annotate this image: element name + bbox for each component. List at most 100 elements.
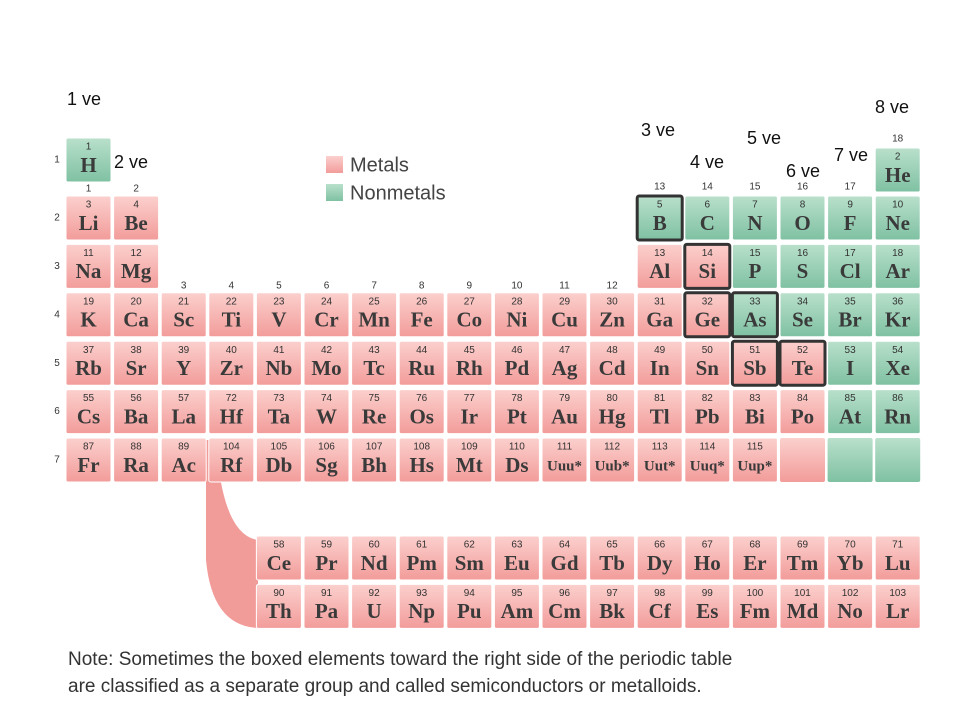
legend-label: Nonmetals [350,182,446,204]
element-cell [589,583,636,629]
atomic-number: 2 [895,152,901,163]
note-line: are classified as a separate group and c… [68,676,702,697]
element-cell [446,292,493,338]
atomic-number: 83 [749,393,761,404]
group-label: 15 [749,182,761,193]
element-cell [636,583,683,629]
element-cell [255,437,302,483]
element-cell [778,339,827,387]
element-symbol: Ta [268,404,291,428]
element-cell [827,292,874,338]
element-cell [255,535,302,581]
element-symbol: Sm [455,551,485,575]
element-symbol: Os [409,404,434,428]
element-cell [636,389,683,435]
element-cell [160,292,207,338]
atomic-number: 22 [226,296,238,307]
annotation: 1 ve [67,89,101,109]
element-cell [351,340,398,386]
atomic-number: 88 [131,442,143,453]
element-cell [636,340,683,386]
element-cell [541,389,588,435]
atomic-number: 23 [273,296,285,307]
element-symbol: He [885,163,911,187]
element-symbol: Br [838,308,861,332]
atomic-number: 46 [511,345,523,356]
atomic-number: 95 [511,588,523,599]
atomic-number: 113 [652,442,668,453]
element-symbol: Hs [409,453,434,477]
atomic-number: 4 [133,200,139,211]
element-symbol: Ca [123,308,149,332]
element-cell [208,340,255,386]
group-label: 3 [181,281,187,292]
element-cell [446,437,493,483]
atomic-number: 37 [83,345,95,356]
element-symbol: N [747,211,762,235]
atomic-number: 67 [702,540,714,551]
element-symbol: Bh [361,453,387,477]
atomic-number: 21 [178,296,190,307]
element-cell [731,437,778,483]
element-symbol: K [80,308,97,332]
element-cell [827,583,874,629]
element-symbol: Cl [840,259,861,283]
element-symbol: Eu [504,551,530,575]
atomic-number: 3 [86,200,92,211]
element-cell [351,437,398,483]
element-symbol: Uub* [595,458,630,474]
element-symbol: At [839,404,861,428]
atomic-number: 42 [321,345,333,356]
atomic-number: 76 [416,393,428,404]
element-symbol: V [271,308,286,332]
element-cell [303,437,350,483]
element-symbol: Hf [220,404,244,428]
element-cell [255,389,302,435]
atomic-number: 84 [797,393,809,404]
atomic-number: 108 [413,442,430,453]
atomic-number: 89 [178,442,190,453]
element-symbol: Ce [267,551,292,575]
element-cell [65,389,112,435]
atomic-number: 7 [752,200,758,211]
element-cell [730,339,779,387]
element-symbol: Rb [75,356,102,380]
period-label: 5 [54,358,60,369]
atomic-number: 14 [702,248,714,259]
element-cell [779,583,826,629]
atomic-number: 81 [654,393,666,404]
group-label: 18 [892,134,904,145]
element-symbol: Kr [885,308,911,332]
element-symbol: La [171,404,196,428]
element-cell [874,535,921,581]
element-symbol: Lr [886,599,909,623]
element-cell [683,242,732,290]
atomic-number: 8 [800,200,806,211]
element-cell [731,243,778,289]
element-cell [208,292,255,338]
atomic-number: 33 [749,296,761,307]
f-block-connector [206,440,258,628]
element-symbol: Cm [548,599,581,623]
element-cell [541,535,588,581]
element-cell [874,147,921,193]
atomic-number: 9 [847,200,853,211]
element-symbol: Sb [743,356,766,380]
atomic-number: 90 [273,588,285,599]
annotation: 5 ve [747,128,781,148]
element-symbol: Pm [407,551,438,575]
element-cell [351,583,398,629]
element-symbol: Se [792,308,813,332]
atomic-number: 1 [86,142,92,153]
element-symbol: Ds [505,453,528,477]
element-cell [65,243,112,289]
atomic-number: 50 [702,345,714,356]
element-symbol: Ag [552,356,578,380]
atomic-number: 99 [702,588,714,599]
atomic-number: 77 [464,393,476,404]
element-cell [303,292,350,338]
element-symbol: Rh [456,356,483,380]
element-cell [731,195,778,241]
element-symbol: Cr [314,308,339,332]
element-cell [351,535,398,581]
